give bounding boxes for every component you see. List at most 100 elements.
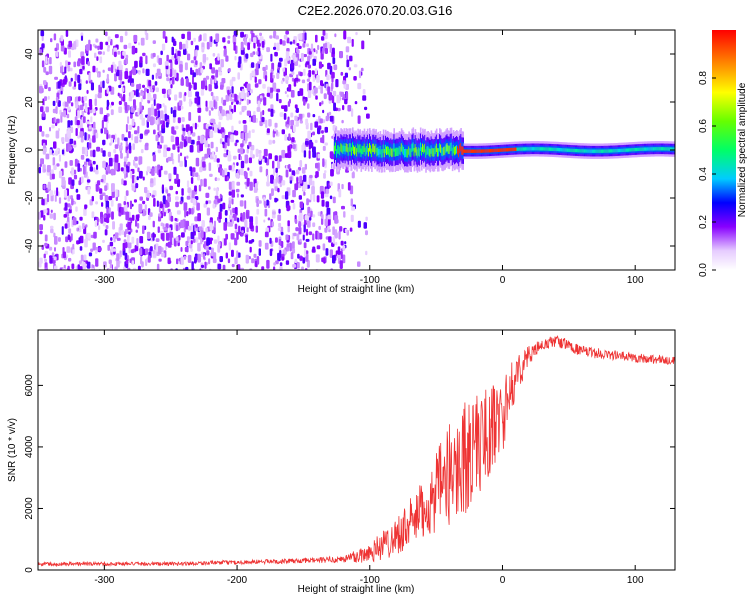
x-tick-label: -300 [94,575,114,586]
band-core-cell [653,147,656,151]
noise-cell [350,214,354,222]
noise-cell [240,232,244,236]
band-core-cell [505,148,508,152]
noise-cell [281,129,285,135]
band-core-cell [445,144,447,153]
noise-cell [133,199,137,203]
noise-cell [165,122,169,128]
noise-cell [107,44,110,49]
y-tick-label: -20 [24,190,35,205]
noise-cell [213,124,217,133]
noise-cell [266,47,270,53]
band-core-cell [534,147,537,151]
x-tick-label: -200 [227,575,247,586]
noise-cell [151,168,155,176]
noise-cell [249,246,252,253]
noise-cell [265,168,269,177]
noise-cell [98,225,101,231]
band-core-cell [338,145,340,154]
noise-cell [83,254,87,261]
band-core-cell [665,147,667,151]
noise-cell [178,100,183,106]
band-core-cell [621,148,624,153]
noise-cell [167,257,171,265]
band-core-cell [432,148,435,157]
band-core-cell [339,146,341,156]
band-core-cell [490,149,492,153]
noise-cell [121,81,125,85]
noise-cell [127,242,132,249]
noise-cell [309,174,313,179]
noise-cell [168,59,173,63]
noise-cell [283,34,288,40]
noise-cell [231,249,234,257]
noise-cell [306,228,308,236]
noise-cell [303,54,307,58]
noise-cell [103,214,107,219]
noise-cell [271,188,274,196]
noise-cell [85,80,88,84]
noise-cell [73,41,77,50]
noise-cell [209,130,214,138]
noise-cell [85,224,88,228]
noise-cell [142,52,146,57]
noise-cell [278,57,283,62]
band-core-cell [346,144,349,153]
noise-cell [167,193,171,197]
noise-cell [68,257,72,262]
band-core-cell [628,148,630,152]
noise-cell [240,216,243,221]
noise-cell [333,64,338,71]
band-core-cell [546,147,548,151]
noise-cell [118,100,122,105]
noise-cell [246,227,249,233]
noise-cell [105,41,109,46]
noise-cell [82,263,87,270]
noise-cell [199,62,203,69]
noise-cell [312,131,315,136]
noise-cell [279,39,283,45]
noise-cell [301,79,306,84]
band-core-cell [375,144,377,153]
noise-cell [104,195,109,202]
noise-cell [138,71,141,75]
noise-cell [190,60,195,64]
noise-cell [310,122,313,131]
noise-cell [311,186,315,195]
noise-cell [237,72,240,80]
noise-cell [49,213,53,219]
noise-cell [134,47,138,54]
noise-cell [131,185,136,191]
noise-cell [117,137,120,146]
noise-cell [173,69,177,78]
band-core-cell [660,147,663,151]
noise-cell [269,87,274,93]
noise-cell [106,206,109,215]
noise-cell [210,91,214,97]
noise-cell [222,264,226,270]
noise-cell [68,228,72,234]
noise-cell [248,157,252,164]
noise-cell [158,169,162,178]
band-core-cell [582,149,584,153]
noise-cell [61,176,66,186]
noise-cell [355,31,358,36]
noise-cell [299,212,303,222]
band-core-cell [597,149,599,153]
noise-cell [248,141,252,147]
band-core-cell [649,147,651,151]
noise-cell [331,94,335,104]
noise-cell [72,217,77,226]
noise-cell [351,206,356,211]
noise-cell [240,267,244,270]
noise-cell [148,80,152,87]
noise-cell [255,63,259,71]
noise-cell [225,252,228,259]
noise-cell [234,142,238,147]
band-core-cell [426,146,428,155]
noise-cell [165,189,169,194]
noise-cell [170,84,173,89]
noise-cell [182,267,185,270]
noise-cell [291,71,295,75]
noise-cell [187,225,192,231]
